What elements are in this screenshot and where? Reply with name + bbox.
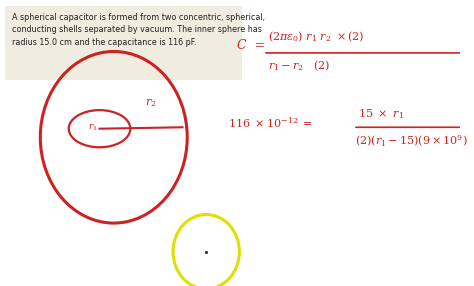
Text: $116\ \times 10^{-12}\ =$: $116\ \times 10^{-12}\ =$ <box>228 116 312 130</box>
Text: $r_1$: $r_1$ <box>88 122 97 132</box>
Text: $r_2$: $r_2$ <box>145 97 156 109</box>
Text: C  =: C = <box>237 39 265 52</box>
FancyBboxPatch shape <box>5 6 242 80</box>
Text: A spherical capacitor is formed from two concentric, spherical,
conducting shell: A spherical capacitor is formed from two… <box>12 13 265 47</box>
Text: $r_1 - r_2 \quad (2)$: $r_1 - r_2 \quad (2)$ <box>268 58 330 73</box>
Text: $(2\pi\epsilon_0)\ r_1\ r_2\ \times(2)$: $(2\pi\epsilon_0)\ r_1\ r_2\ \times(2)$ <box>268 30 365 45</box>
Text: $(2)(r_1 - 15)(9\times 10^9)$: $(2)(r_1 - 15)(9\times 10^9)$ <box>355 134 467 149</box>
Text: $15\ \times\ r_1$: $15\ \times\ r_1$ <box>358 108 404 121</box>
